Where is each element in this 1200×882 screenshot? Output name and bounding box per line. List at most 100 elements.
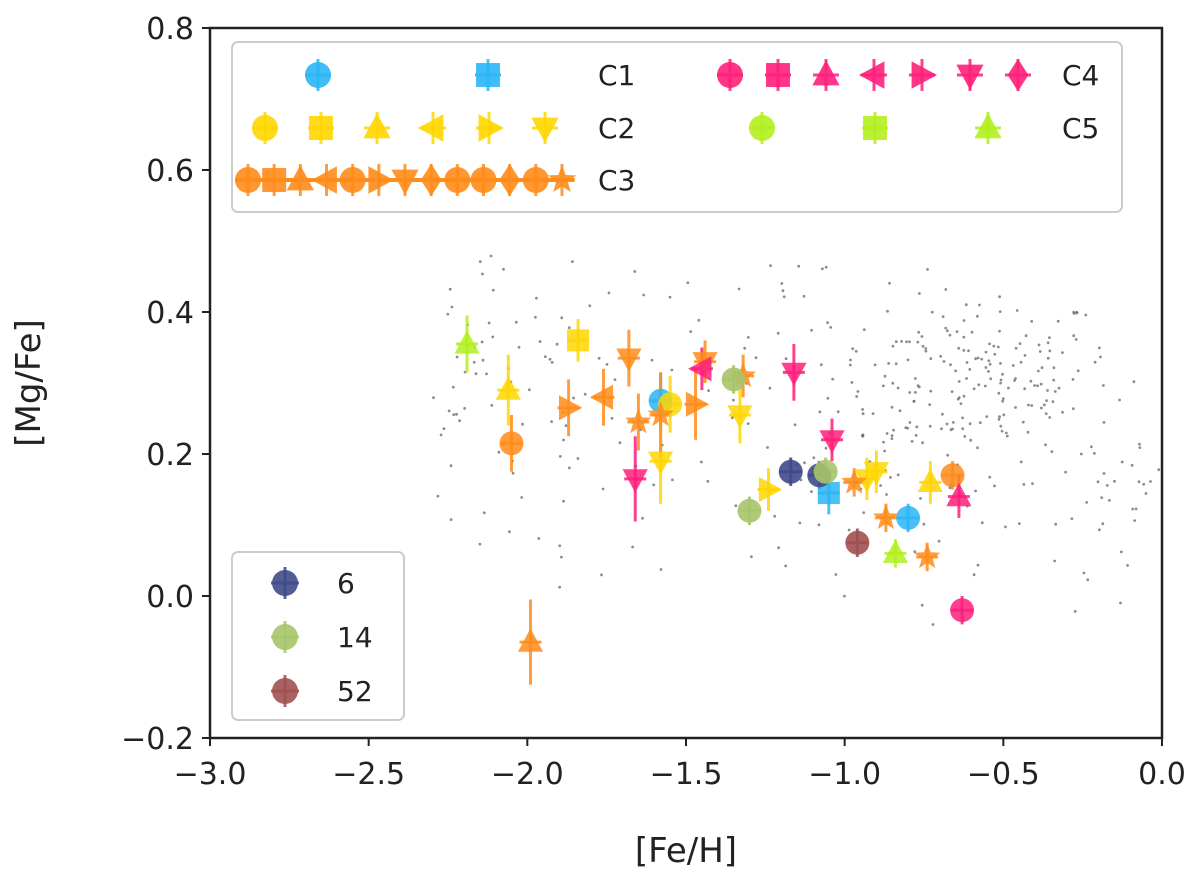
field-star-point — [854, 349, 858, 353]
field-star-point — [929, 357, 933, 360]
field-star-point — [1023, 387, 1027, 391]
point-C3 — [517, 628, 544, 652]
field-star-point — [1040, 366, 1044, 370]
field-star-point — [885, 432, 889, 435]
field-star-point — [1126, 564, 1129, 567]
point-C5 — [454, 330, 480, 354]
field-star-point — [896, 473, 900, 477]
triangle-up-marker — [946, 482, 972, 507]
field-star-point — [1108, 499, 1111, 502]
field-star-point — [861, 412, 865, 416]
legend-label: 14 — [337, 621, 373, 654]
y-tick-label: 0.6 — [146, 154, 194, 189]
field-star-point — [1076, 369, 1080, 373]
circle-marker — [896, 505, 921, 530]
field-star-point — [998, 310, 1002, 313]
field-star-point — [810, 490, 813, 493]
field-star-point — [882, 440, 885, 444]
field-star-point — [686, 281, 690, 285]
diamond-marker — [499, 163, 521, 197]
field-star-point — [659, 568, 663, 571]
field-star-point — [600, 573, 603, 577]
field-star-point — [1071, 378, 1075, 381]
field-star-point — [1021, 420, 1025, 424]
field-star-point — [534, 315, 537, 319]
field-star-point — [889, 476, 892, 479]
field-star-point — [799, 478, 803, 482]
field-star-point — [1000, 429, 1004, 433]
field-star-point — [976, 356, 980, 360]
triangle-up-marker — [917, 468, 943, 492]
field-star-point — [919, 497, 922, 500]
field-star-point — [882, 384, 885, 388]
field-star-point — [856, 390, 860, 393]
field-star-point — [731, 416, 734, 420]
legend-entry-C1: C1 — [305, 59, 635, 92]
field-star-point — [942, 360, 946, 363]
field-star-point — [567, 326, 571, 330]
field-star-point — [862, 328, 866, 331]
field-star-point — [1004, 431, 1008, 435]
field-star-point — [818, 410, 822, 414]
field-star-point — [861, 434, 865, 438]
field-star-point — [984, 384, 987, 388]
field-star-point — [481, 358, 485, 362]
field-star-point — [976, 446, 979, 450]
field-star-point — [949, 428, 953, 432]
field-star-point — [961, 427, 965, 431]
field-star-point — [1054, 522, 1058, 526]
field-star-point — [1093, 452, 1096, 455]
field-star-point — [485, 372, 488, 376]
field-star-point — [965, 361, 969, 364]
triangle-up-marker — [363, 113, 391, 139]
circle-marker — [235, 167, 261, 193]
circle-marker — [305, 62, 331, 88]
triangle-down-marker — [781, 362, 807, 387]
field-star-point — [1064, 470, 1067, 474]
point-C2 — [658, 392, 683, 417]
field-star-point — [478, 260, 482, 263]
field-star-point — [812, 456, 816, 460]
point-C3 — [940, 463, 965, 488]
field-star-point — [641, 516, 644, 520]
field-star-point — [1038, 350, 1042, 353]
legend-entry-52: 52 — [271, 675, 373, 708]
triangle-left-marker — [688, 356, 712, 382]
field-star-point — [1015, 309, 1019, 312]
field-star-point — [1093, 360, 1097, 364]
field-star-point — [1044, 443, 1047, 447]
field-star-point — [455, 412, 458, 416]
triangle-down-marker — [648, 451, 674, 475]
triangle-down-marker — [863, 462, 889, 486]
field-stars — [432, 254, 1161, 626]
field-star-point — [1026, 430, 1030, 434]
point-14 — [737, 498, 762, 523]
triangle-down-marker — [956, 64, 984, 90]
field-star-point — [826, 321, 829, 324]
field-star-point — [999, 362, 1002, 365]
field-star-point — [768, 386, 772, 390]
field-star-point — [668, 295, 672, 299]
field-star-point — [849, 358, 852, 362]
triangle-up-marker — [882, 539, 908, 563]
field-star-point — [850, 381, 854, 384]
point-C4 — [946, 482, 972, 507]
field-star-point — [743, 346, 747, 350]
field-star-point — [1138, 442, 1141, 446]
field-star-point — [1030, 320, 1034, 323]
field-star-point — [564, 424, 568, 427]
field-star-point — [1074, 338, 1078, 341]
field-star-point — [1052, 366, 1056, 370]
field-star-point — [847, 528, 851, 532]
triangle-right-marker — [368, 166, 394, 194]
field-star-point — [689, 330, 693, 333]
field-star-point — [988, 362, 992, 366]
field-star-point — [918, 292, 921, 295]
legend-label: C2 — [598, 112, 635, 145]
field-star-point — [819, 363, 823, 367]
legend-groups: 6 14 52 — [231, 551, 405, 721]
field-star-point — [890, 437, 894, 440]
y-tick-label: 0.2 — [146, 438, 194, 473]
field-star-point — [1051, 400, 1055, 403]
field-star-point — [777, 546, 780, 550]
